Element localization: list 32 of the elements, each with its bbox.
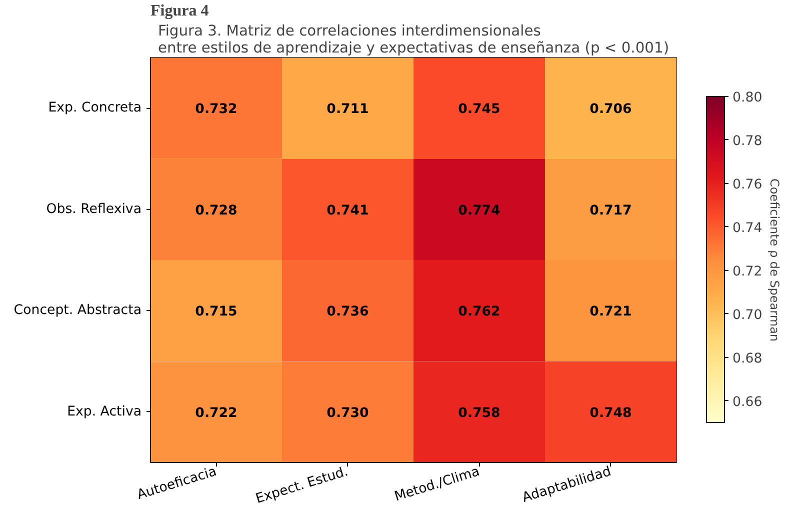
- data-label: 0.762: [458, 304, 500, 320]
- data-label: 0.721: [590, 304, 632, 320]
- color-bar-label: 0.74: [732, 220, 762, 236]
- chart-title: Figura 3. Matriz de correlaciones interdimensionales entre estilos de aprendizaje y expectativas de enseñanza (p < 0.001): [158, 22, 670, 56]
- color-bar-label: 0.72: [732, 264, 762, 280]
- x-tick-label: Expect. Estud.: [254, 464, 350, 507]
- data-label: 0.741: [326, 203, 369, 218]
- color-bar-label: 0.76: [732, 177, 762, 192]
- data-label: 0.730: [326, 406, 369, 421]
- y-tick-label: Concept. Abstracta: [14, 303, 142, 318]
- data-label: 0.715: [195, 304, 238, 320]
- data-label: 0.728: [195, 203, 238, 218]
- y-tick-label: Obs. Reflexiva: [46, 202, 142, 217]
- data-label: 0.736: [326, 304, 369, 320]
- text: Figura 4: [150, 2, 209, 20]
- data-label: 0.745: [458, 102, 500, 118]
- color-bar-label: 0.78: [732, 134, 762, 149]
- data-label: 0.722: [195, 406, 238, 421]
- color-bar-label: 0.80: [732, 90, 762, 106]
- y-tick-label: Exp. Activa: [67, 404, 142, 420]
- color-bar-title: Coeficiente ρ de Spearman: [768, 178, 782, 342]
- color-bar-label: 0.70: [732, 308, 762, 323]
- data-label: 0.748: [590, 406, 632, 421]
- color-bar-label: 0.68: [732, 351, 762, 366]
- y-tick-label: Exp. Concreta: [48, 100, 142, 116]
- data-label: 0.732: [195, 102, 238, 118]
- color-bar-label: 0.66: [732, 394, 762, 410]
- data-label: 0.711: [326, 102, 369, 118]
- data-label: 0.758: [458, 406, 500, 421]
- data-label: 0.717: [590, 203, 632, 218]
- data-label: 0.706: [590, 102, 632, 118]
- data-label: 0.774: [458, 203, 500, 218]
